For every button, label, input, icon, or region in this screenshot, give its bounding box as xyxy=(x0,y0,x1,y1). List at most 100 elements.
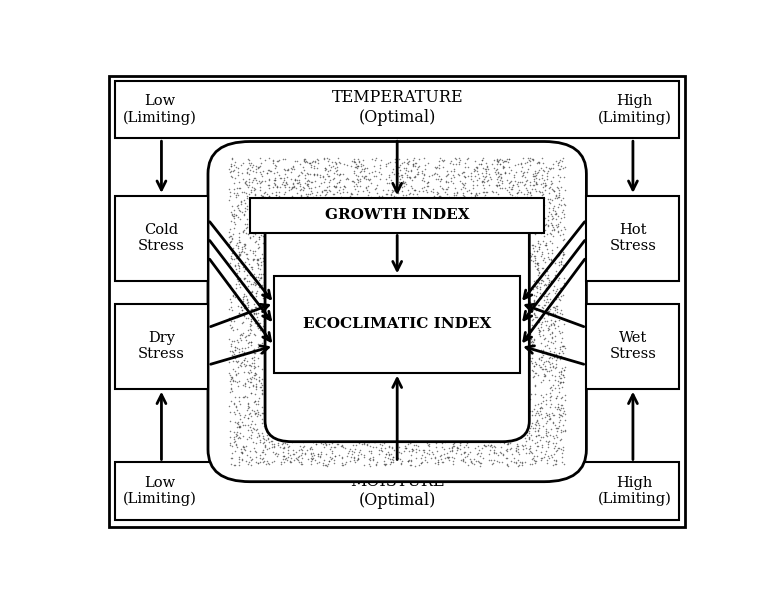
Point xyxy=(540,418,553,428)
Point xyxy=(545,176,557,186)
Point xyxy=(239,442,252,451)
Point xyxy=(242,183,254,192)
Point xyxy=(407,155,419,165)
Point xyxy=(547,362,560,372)
Point xyxy=(226,210,239,219)
Point xyxy=(546,385,558,395)
Point xyxy=(395,448,408,458)
Point xyxy=(551,242,563,252)
Point xyxy=(555,284,567,293)
Point xyxy=(247,309,260,319)
Point xyxy=(245,325,257,335)
Point xyxy=(319,186,331,195)
Point xyxy=(456,182,469,192)
Point xyxy=(537,364,549,374)
Point xyxy=(329,451,341,460)
Point xyxy=(364,447,377,456)
Point xyxy=(457,442,470,452)
Point xyxy=(224,376,236,386)
Point xyxy=(528,174,540,183)
Point xyxy=(229,293,241,302)
Point xyxy=(305,456,317,466)
Point xyxy=(318,154,330,164)
Point xyxy=(260,459,272,469)
Point xyxy=(559,185,571,195)
Point xyxy=(484,438,496,447)
Point xyxy=(350,163,363,173)
Point xyxy=(322,167,334,176)
Point xyxy=(319,190,332,199)
Point xyxy=(504,177,516,187)
Point xyxy=(475,449,487,458)
Point xyxy=(238,310,250,320)
Point xyxy=(276,439,288,448)
Point xyxy=(523,192,536,202)
Point xyxy=(453,439,466,448)
Point xyxy=(335,441,347,451)
Point xyxy=(556,411,568,421)
Point xyxy=(240,180,253,190)
Point xyxy=(501,461,514,470)
Point xyxy=(254,273,267,283)
Point xyxy=(246,262,258,272)
Point xyxy=(525,251,537,261)
Point xyxy=(556,457,568,467)
Point xyxy=(543,288,556,298)
Point xyxy=(266,457,278,466)
Point xyxy=(468,167,480,176)
Point xyxy=(529,380,541,390)
Point xyxy=(284,163,297,173)
Point xyxy=(516,171,529,180)
Point xyxy=(548,320,560,330)
Point xyxy=(544,352,556,362)
Point xyxy=(529,241,541,251)
Point xyxy=(247,329,260,338)
Point xyxy=(269,179,281,189)
Point xyxy=(384,450,397,459)
Point xyxy=(349,162,361,172)
Point xyxy=(473,193,485,203)
Point xyxy=(353,167,366,177)
Point xyxy=(532,327,545,337)
Point xyxy=(547,163,560,173)
Point xyxy=(536,413,548,423)
Point xyxy=(453,169,465,179)
Point xyxy=(432,456,444,465)
Point xyxy=(555,350,567,360)
Point xyxy=(556,363,568,373)
Point xyxy=(556,448,568,458)
Point xyxy=(230,189,243,198)
Point xyxy=(244,377,257,386)
Point xyxy=(245,374,257,384)
Point xyxy=(297,162,309,171)
Point xyxy=(223,304,236,313)
Point xyxy=(246,279,259,289)
Point xyxy=(535,275,547,284)
Point xyxy=(543,163,556,173)
Point xyxy=(307,193,319,202)
Point xyxy=(230,211,243,220)
Point xyxy=(544,195,556,204)
Point xyxy=(229,283,242,293)
Point xyxy=(533,362,546,371)
Point xyxy=(242,403,254,413)
Point xyxy=(544,383,556,393)
Point xyxy=(432,172,445,181)
Point xyxy=(360,171,372,180)
Point xyxy=(542,248,554,258)
Point xyxy=(398,164,410,173)
Point xyxy=(535,294,547,303)
Point xyxy=(524,459,536,469)
Point xyxy=(532,265,544,275)
Point xyxy=(546,210,558,219)
Point xyxy=(544,359,556,369)
Point xyxy=(508,457,521,467)
Point xyxy=(291,455,304,464)
Point xyxy=(529,261,542,271)
Point xyxy=(515,187,528,196)
Point xyxy=(229,174,242,183)
Point xyxy=(553,155,566,165)
Point xyxy=(305,183,318,192)
Point xyxy=(297,182,309,192)
Point xyxy=(435,174,447,184)
